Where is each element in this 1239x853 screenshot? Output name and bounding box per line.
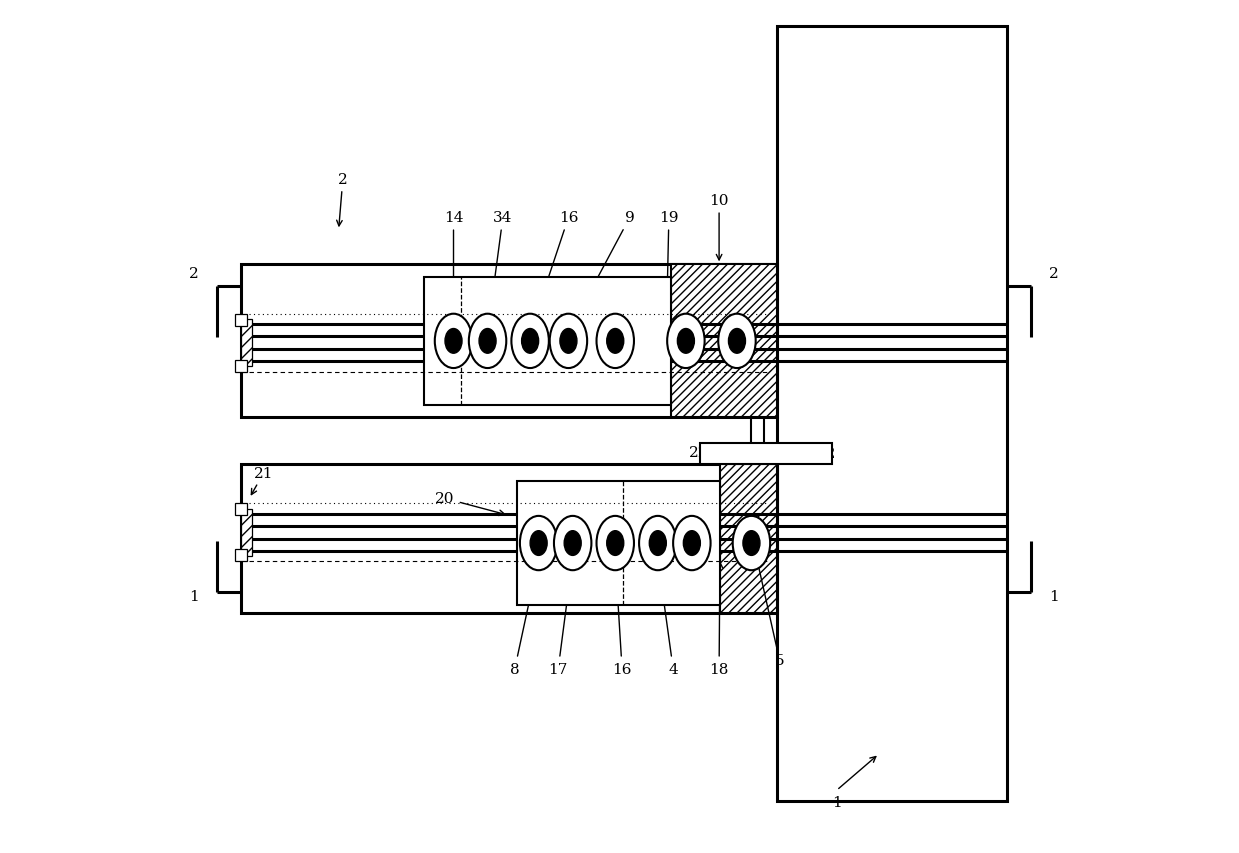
Ellipse shape (649, 531, 667, 556)
Text: 16: 16 (612, 563, 632, 676)
Bar (424, 278, 670, 405)
Text: 5: 5 (755, 558, 784, 667)
Text: 2: 2 (1048, 266, 1058, 281)
Ellipse shape (550, 315, 587, 368)
Ellipse shape (554, 516, 591, 571)
Ellipse shape (667, 315, 705, 368)
Ellipse shape (435, 315, 472, 368)
Ellipse shape (607, 531, 623, 556)
Text: 8: 8 (510, 562, 539, 676)
Ellipse shape (564, 531, 581, 556)
Ellipse shape (530, 531, 548, 556)
Text: 9: 9 (570, 212, 634, 329)
Ellipse shape (520, 516, 558, 571)
Bar (670, 265, 777, 418)
Ellipse shape (684, 531, 700, 556)
Ellipse shape (719, 315, 756, 368)
Bar (240, 465, 777, 613)
Bar (234, 504, 247, 516)
Text: 16: 16 (530, 212, 579, 329)
Bar (700, 444, 833, 465)
Ellipse shape (479, 329, 496, 354)
Ellipse shape (512, 315, 549, 368)
Ellipse shape (729, 329, 746, 354)
Text: 22: 22 (817, 447, 836, 461)
Ellipse shape (522, 329, 539, 354)
Text: 1: 1 (190, 589, 198, 604)
Text: 10: 10 (710, 194, 729, 261)
Bar (234, 360, 247, 372)
Ellipse shape (607, 329, 623, 354)
Text: 21: 21 (252, 467, 274, 495)
Bar (240, 265, 777, 418)
Text: 17: 17 (549, 563, 574, 676)
Ellipse shape (596, 315, 634, 368)
Text: 14: 14 (444, 212, 463, 328)
Text: 2: 2 (190, 266, 198, 281)
Bar (518, 482, 720, 605)
Ellipse shape (639, 516, 676, 571)
Bar (720, 465, 777, 613)
Text: 18: 18 (710, 563, 729, 676)
Ellipse shape (732, 516, 771, 571)
Ellipse shape (468, 315, 507, 368)
Text: 4: 4 (657, 563, 678, 676)
Bar (234, 314, 247, 326)
Ellipse shape (673, 516, 711, 571)
Bar (240, 320, 252, 367)
Ellipse shape (596, 516, 634, 571)
Bar (240, 509, 252, 556)
Bar (777, 27, 1007, 801)
Ellipse shape (678, 329, 694, 354)
Text: 2: 2 (337, 173, 348, 227)
Text: 22: 22 (689, 445, 714, 459)
Ellipse shape (445, 329, 462, 354)
Bar (234, 550, 247, 561)
Text: 1: 1 (831, 795, 841, 809)
Ellipse shape (743, 531, 760, 556)
Ellipse shape (560, 329, 577, 354)
Text: 1: 1 (1048, 589, 1058, 604)
Text: 19: 19 (659, 212, 679, 328)
Text: 34: 34 (486, 212, 513, 328)
Text: 20: 20 (435, 492, 504, 516)
